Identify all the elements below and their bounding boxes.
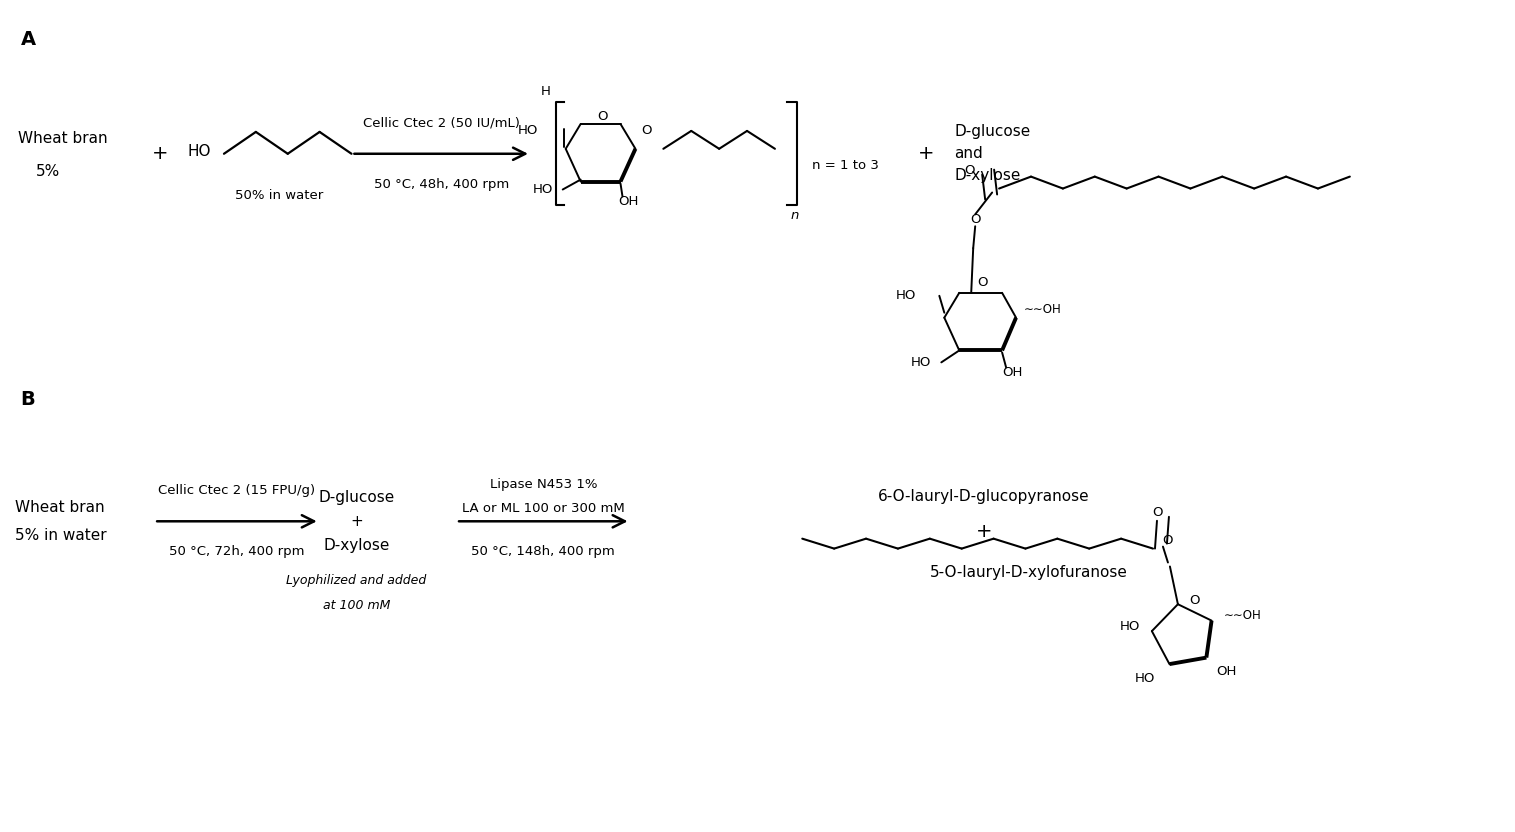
Text: O: O xyxy=(1162,533,1173,547)
Text: HO: HO xyxy=(911,356,932,369)
Text: +: + xyxy=(918,144,935,163)
Text: D-xylose: D-xylose xyxy=(954,168,1021,183)
Text: ∼∼OH: ∼∼OH xyxy=(1224,609,1262,622)
Text: at 100 mM: at 100 mM xyxy=(323,599,391,612)
Text: O: O xyxy=(964,164,974,176)
Text: D-glucose: D-glucose xyxy=(954,125,1030,140)
Text: O: O xyxy=(1153,506,1164,519)
Text: HO: HO xyxy=(895,290,917,302)
Text: 50 °C, 72h, 400 rpm: 50 °C, 72h, 400 rpm xyxy=(170,545,305,558)
Text: HO: HO xyxy=(1135,671,1156,685)
Text: +: + xyxy=(976,522,992,541)
Text: O: O xyxy=(641,124,651,137)
Text: H: H xyxy=(541,85,551,98)
Text: Lipase N453 1%: Lipase N453 1% xyxy=(489,478,597,492)
Text: B: B xyxy=(21,390,35,409)
Text: 6-O-lauryl-D-glucopyranose: 6-O-lauryl-D-glucopyranose xyxy=(879,489,1089,504)
Text: Cellic Ctec 2 (15 FPU/g): Cellic Ctec 2 (15 FPU/g) xyxy=(159,484,315,498)
Text: D-glucose: D-glucose xyxy=(318,490,394,505)
Text: n: n xyxy=(791,210,800,222)
Text: 50% in water: 50% in water xyxy=(235,189,323,202)
Text: +: + xyxy=(152,144,168,163)
Text: OH: OH xyxy=(1001,366,1023,379)
Text: 5%: 5% xyxy=(35,164,59,179)
Text: Lyophilized and added: Lyophilized and added xyxy=(286,574,427,587)
Text: O: O xyxy=(970,213,980,226)
Text: 50 °C, 148h, 400 rpm: 50 °C, 148h, 400 rpm xyxy=(471,545,615,558)
Text: O: O xyxy=(977,276,988,290)
Text: HO: HO xyxy=(518,125,538,137)
Text: and: and xyxy=(954,146,983,161)
Text: OH: OH xyxy=(618,196,639,209)
Text: 5-O-lauryl-D-xylofuranose: 5-O-lauryl-D-xylofuranose xyxy=(930,566,1129,581)
Text: A: A xyxy=(21,30,36,48)
Text: +: + xyxy=(350,514,364,529)
Text: HO: HO xyxy=(186,144,211,159)
Text: Cellic Ctec 2 (50 IU/mL): Cellic Ctec 2 (50 IU/mL) xyxy=(362,117,520,130)
Text: D-xylose: D-xylose xyxy=(323,537,389,552)
Text: O: O xyxy=(1189,594,1200,607)
Text: 50 °C, 48h, 400 rpm: 50 °C, 48h, 400 rpm xyxy=(374,177,509,191)
Text: LA or ML 100 or 300 mM: LA or ML 100 or 300 mM xyxy=(462,503,624,515)
Text: HO: HO xyxy=(1120,620,1139,632)
Text: 5% in water: 5% in water xyxy=(15,527,106,542)
Text: O: O xyxy=(597,110,608,122)
Text: n = 1 to 3: n = 1 to 3 xyxy=(812,159,879,172)
Text: ∼∼OH: ∼∼OH xyxy=(1024,303,1062,316)
Text: Wheat bran: Wheat bran xyxy=(15,500,105,515)
Text: HO: HO xyxy=(532,183,553,196)
Text: OH: OH xyxy=(1217,665,1236,678)
Text: Wheat bran: Wheat bran xyxy=(18,131,108,146)
